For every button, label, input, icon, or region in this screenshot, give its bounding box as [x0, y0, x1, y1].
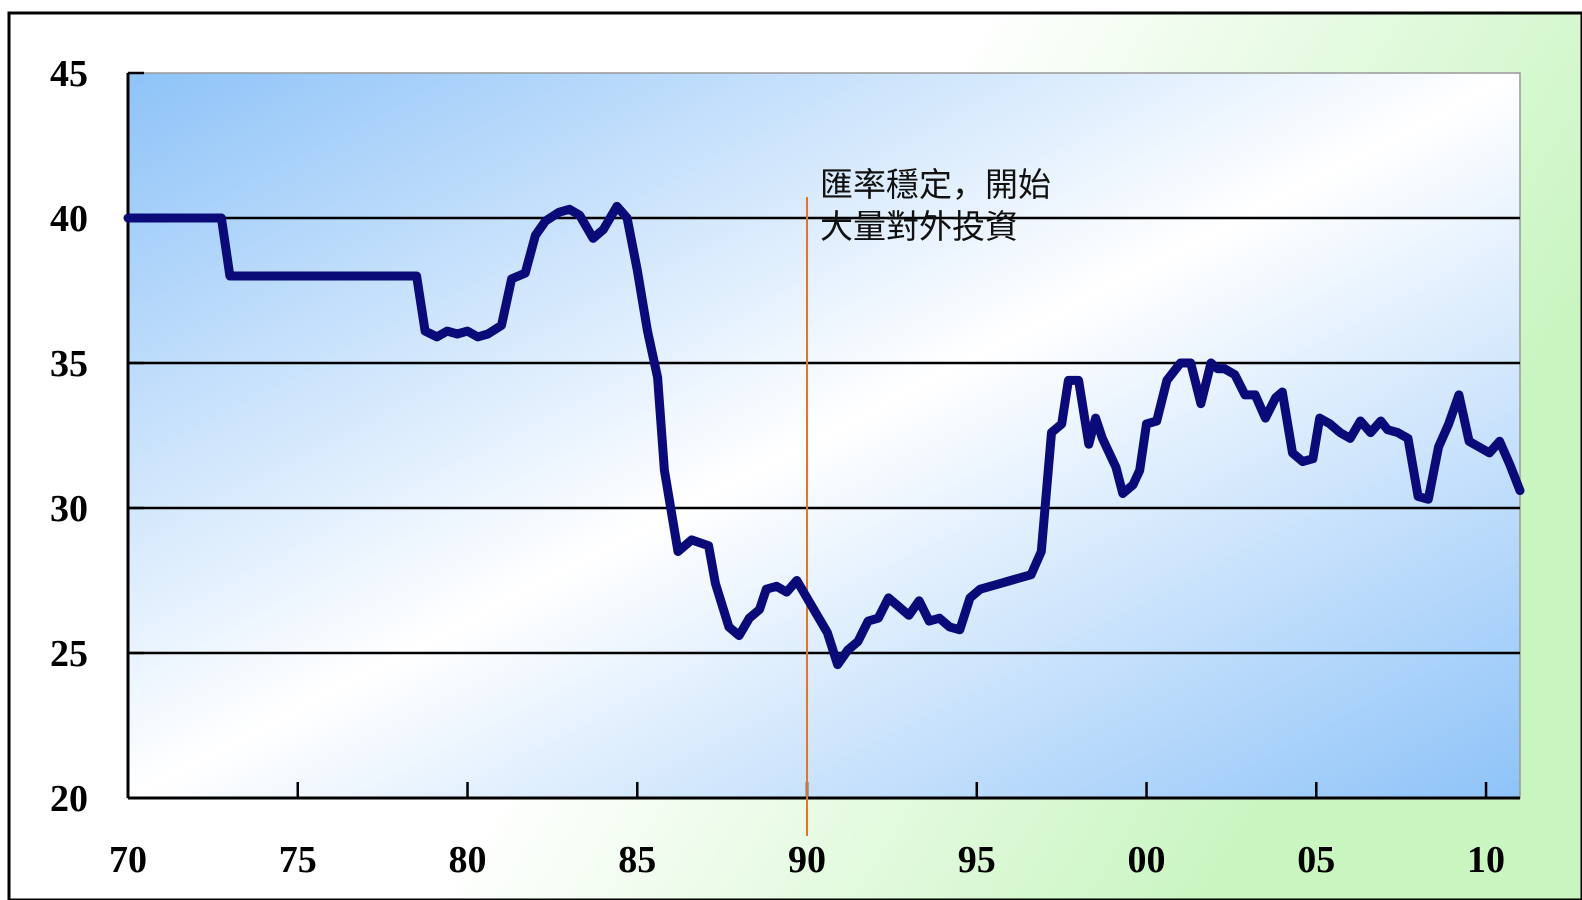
y-tick-label: 45	[50, 53, 88, 95]
annotation-line-1: 匯率穩定，開始	[820, 165, 1051, 204]
x-tick-label: 95	[958, 839, 996, 881]
series-layer	[123, 201, 1525, 670]
y-tick-labels: 45 40 35 30 25 20	[50, 53, 88, 820]
x-tick-label: 85	[618, 839, 656, 881]
y-tick-label: 30	[50, 488, 88, 530]
x-tick-label: 05	[1297, 839, 1335, 881]
x-tick-labels: 70 75 80 85 90 95 00 05 10	[109, 839, 1505, 881]
y-tick-label: 40	[50, 198, 88, 240]
x-tick-label: 90	[788, 839, 826, 881]
axes	[126, 71, 1520, 800]
y-tick-label: 25	[50, 633, 88, 675]
x-tick-label: 80	[449, 839, 487, 881]
x-tick-label: 75	[279, 839, 317, 881]
y-tick-label: 20	[50, 778, 88, 820]
x-tick-label: 00	[1128, 839, 1166, 881]
gridlines	[128, 216, 1520, 655]
x-tick-label: 10	[1467, 839, 1505, 881]
x-tick-label: 70	[109, 839, 147, 881]
series-line	[123, 201, 1525, 670]
y-tick-label: 35	[50, 343, 88, 385]
annotation-line-2: 大量對外投資	[820, 207, 1018, 246]
